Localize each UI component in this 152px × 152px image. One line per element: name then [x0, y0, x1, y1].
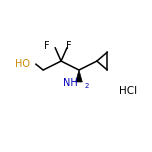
Polygon shape [76, 70, 82, 82]
Text: HO: HO [15, 59, 30, 69]
Text: HCl: HCl [119, 86, 137, 96]
Text: F: F [44, 41, 50, 51]
Text: 2: 2 [85, 83, 89, 89]
Text: NH: NH [64, 78, 78, 88]
Text: F: F [66, 41, 71, 51]
